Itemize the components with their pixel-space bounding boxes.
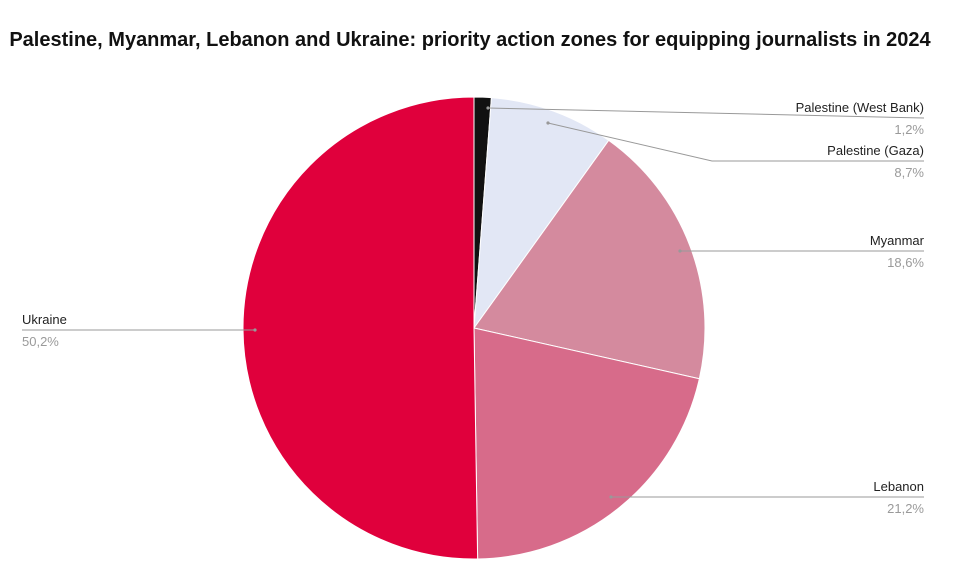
slice-label: Palestine (Gaza) [827, 143, 924, 158]
leader-line [547, 122, 924, 162]
pie-slice-lebanon [473, 327, 700, 560]
slice-value-label: 1,2% [894, 122, 924, 137]
slice-label: Myanmar [870, 233, 925, 248]
leader-dot [609, 495, 613, 499]
chart-title: Palestine, Myanmar, Lebanon and Ukraine:… [9, 29, 931, 51]
slice-value-label: 8,7% [894, 165, 924, 180]
leader-dot [546, 121, 550, 125]
slice-value-label: 18,6% [887, 255, 924, 270]
pie-slice-ukraine [242, 96, 479, 560]
slice-value-label: 50,2% [22, 334, 59, 349]
leader-lines [22, 106, 925, 499]
pie-slices [242, 96, 706, 560]
leader-dot [486, 106, 490, 110]
leader-dot [678, 249, 682, 253]
pie-slice-palestine-gaza [473, 97, 610, 330]
leader-line [487, 107, 925, 119]
slice-label: Ukraine [22, 312, 67, 327]
slice-label: Palestine (West Bank) [796, 100, 924, 115]
slice-labels: Palestine (West Bank) 1,2% Palestine (Gaza… [22, 100, 925, 516]
slice-value-label: 21,2% [887, 501, 924, 516]
slice-label: Lebanon [873, 479, 924, 494]
leader-dot [253, 328, 257, 332]
pie-slice-myanmar [473, 139, 706, 380]
